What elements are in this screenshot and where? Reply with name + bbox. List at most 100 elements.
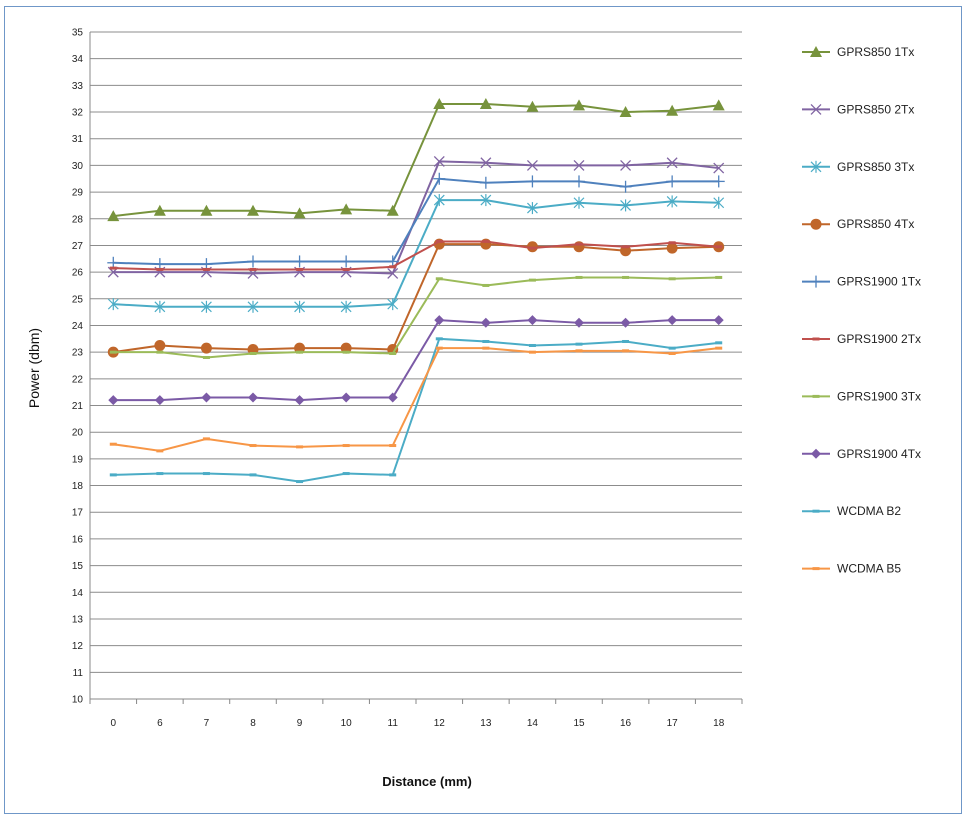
x-tick-label: 10	[341, 718, 353, 729]
y-tick-label: 16	[72, 534, 84, 545]
data-point	[666, 195, 678, 208]
data-point	[156, 449, 164, 453]
series-gprs850-4tx	[107, 238, 725, 358]
y-tick-label: 23	[72, 348, 84, 359]
x-tick-label: 15	[573, 718, 585, 729]
series-line	[113, 337, 719, 483]
legend-item: GPRS850 3Tx	[802, 160, 914, 174]
series-gprs1900-3tx	[109, 275, 723, 359]
x-tick-label: 18	[713, 718, 725, 729]
data-point	[526, 159, 538, 171]
data-point	[712, 175, 725, 188]
data-point	[668, 241, 676, 245]
legend-marker	[812, 394, 820, 398]
series-line	[113, 243, 719, 354]
data-point	[528, 246, 536, 250]
data-point	[107, 210, 120, 222]
series-line	[113, 160, 719, 275]
data-point	[480, 317, 491, 328]
legend-item: GPRS1900 2Tx	[802, 332, 921, 346]
legend-label: GPRS850 1Tx	[837, 45, 914, 59]
legend-marker	[812, 567, 820, 571]
series-gprs1900-1tx	[107, 172, 725, 271]
data-point	[107, 298, 119, 311]
series-wcdma-b2	[109, 337, 723, 484]
legend-item: GPRS850 1Tx	[802, 45, 914, 59]
x-tick-label: 9	[297, 718, 303, 729]
y-tick-label: 21	[72, 401, 84, 412]
data-point	[482, 239, 490, 243]
series-line	[113, 199, 719, 308]
legend: GPRS850 1Tx GPRS850 2Tx GPRS850 3Tx GPRS850…	[802, 45, 921, 576]
data-point	[573, 175, 585, 188]
data-point	[296, 350, 304, 354]
legend-marker	[812, 509, 820, 513]
data-point	[435, 239, 443, 243]
data-point	[342, 472, 350, 476]
data-point	[573, 99, 585, 111]
legend-marker	[810, 46, 822, 57]
data-point	[387, 392, 398, 403]
series-gprs850-1tx	[107, 98, 725, 222]
data-point	[622, 245, 630, 249]
data-point	[620, 199, 631, 212]
data-point	[202, 472, 210, 476]
series-line	[113, 240, 719, 271]
data-point	[389, 473, 397, 477]
data-point	[575, 349, 583, 353]
data-point	[575, 242, 583, 246]
data-point	[482, 339, 490, 343]
x-tick-label: 16	[620, 718, 632, 729]
gridlines	[90, 31, 742, 700]
data-point	[201, 392, 212, 403]
series-wcdma-b5	[109, 346, 723, 453]
data-point	[386, 204, 399, 216]
y-tick-label: 35	[72, 28, 84, 39]
data-point	[528, 343, 536, 347]
data-point	[248, 392, 258, 403]
data-point	[200, 342, 212, 354]
data-point	[296, 267, 304, 271]
data-point	[435, 337, 443, 341]
data-point	[153, 204, 166, 216]
data-point	[296, 480, 304, 484]
data-point	[109, 266, 117, 270]
data-point	[480, 157, 492, 169]
data-point	[527, 202, 538, 215]
y-tick-label: 33	[72, 81, 84, 92]
data-point	[573, 196, 585, 209]
data-point	[712, 99, 725, 111]
y-tick-label: 11	[73, 668, 84, 679]
data-point	[620, 317, 631, 328]
y-tick-label: 26	[72, 268, 84, 279]
data-point	[156, 472, 164, 476]
data-point	[247, 300, 259, 313]
data-point	[387, 298, 399, 311]
series-lines	[107, 98, 725, 484]
data-point	[342, 267, 350, 271]
y-tick-label: 14	[72, 588, 84, 599]
y-tick-label: 18	[72, 481, 84, 492]
y-tick-label: 34	[72, 54, 84, 65]
legend-item: GPRS1900 4Tx	[802, 447, 921, 461]
x-tick-label: 11	[388, 718, 399, 729]
data-point	[668, 346, 676, 350]
data-point	[294, 300, 305, 313]
data-point	[619, 180, 632, 193]
data-point	[622, 275, 630, 279]
data-point	[108, 395, 119, 406]
x-tick-label: 7	[204, 718, 210, 729]
data-point	[389, 351, 397, 355]
y-axis-title: Power (dbm)	[26, 328, 42, 408]
data-point	[249, 351, 257, 355]
data-point	[156, 350, 164, 354]
y-tick-label: 15	[72, 561, 84, 572]
data-point	[527, 315, 538, 326]
data-point	[479, 176, 492, 189]
data-point	[713, 162, 725, 174]
legend-marker	[810, 275, 822, 288]
legend-label: GPRS1900 4Tx	[837, 447, 921, 461]
data-point	[668, 277, 676, 281]
x-tick-label: 12	[434, 718, 446, 729]
data-point	[668, 351, 676, 355]
